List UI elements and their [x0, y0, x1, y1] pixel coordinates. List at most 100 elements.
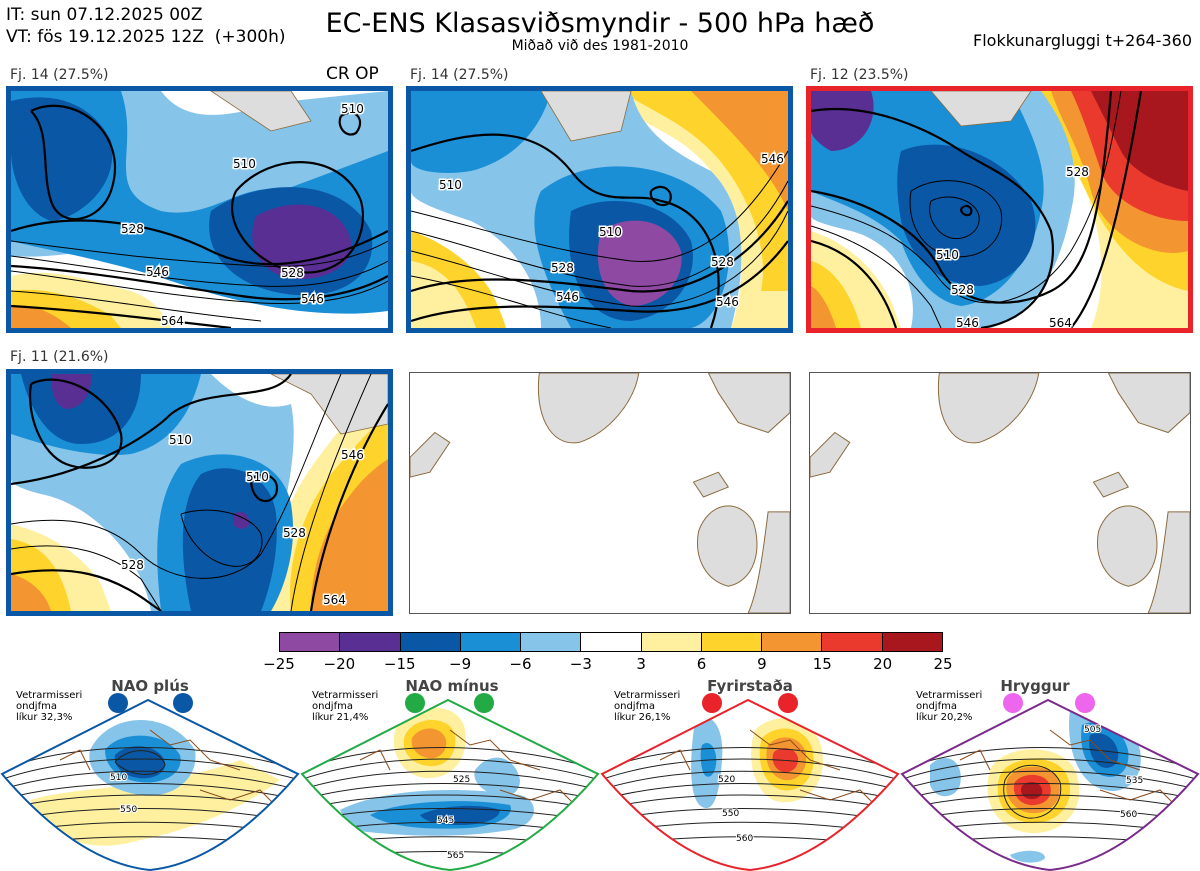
colorbar-tick-label: 9 [757, 655, 767, 673]
cluster-map-2-graphic: 510 510 528 546 528 546 546 [411, 91, 788, 328]
regime-1-title: NAO plús [111, 677, 189, 695]
basemap-outline [810, 373, 1190, 613]
regime-4-title: Hryggur [1000, 677, 1070, 695]
contour-label: 546 [761, 152, 784, 166]
regime-1-dot [173, 693, 193, 713]
panel-1-label: Fj. 14 (27.5%) [10, 67, 109, 83]
regime-2-graphic: 525 545 565 [300, 698, 600, 871]
panel-1-tag: CR OP [326, 64, 379, 84]
colorbar-tick-label: 6 [696, 655, 707, 673]
contour-label: 510 [169, 433, 192, 447]
colorbar-swatch [822, 633, 883, 651]
contour-label: 528 [121, 558, 144, 572]
colorbar-tick-label: −25 [263, 655, 295, 673]
regime-4-dot [1075, 693, 1095, 713]
colorbar-swatch [400, 633, 461, 651]
contour-label: 510 [233, 157, 256, 171]
page-subtitle: Miðað við des 1981-2010 [511, 38, 689, 54]
colorbar [279, 632, 943, 652]
colorbar-tick-label: −20 [323, 655, 356, 673]
regime-3-map[interactable]: 520 550 560 [600, 690, 900, 871]
colorbar-swatch [460, 633, 522, 651]
contour-label: 510 [936, 248, 959, 262]
contour-label: 510 [246, 470, 269, 484]
contour-label: 520 [718, 775, 735, 785]
contour-label: 546 [556, 290, 579, 304]
cluster-map-1[interactable]: 510 510 528 546 528 546 564 [6, 86, 393, 333]
probability: líkur 20,2% [916, 712, 973, 723]
regime-3-dot [778, 693, 798, 713]
contour-label: 528 [281, 266, 304, 280]
cluster-map-3-graphic: 510 528 546 528 564 [811, 91, 1188, 328]
contour-label: 550 [120, 805, 137, 815]
regime-4-graphic: 505 535 560 [900, 698, 1200, 871]
valid-time: VT: fös 19.12.2025 12Z (+300h) [6, 27, 286, 47]
contour-label: 528 [711, 255, 734, 269]
cluster-map-4[interactable]: 510 510 528 528 546 564 [6, 369, 393, 616]
regime-2-dot [474, 693, 494, 713]
contour-label: 546 [716, 295, 739, 309]
regime-1-graphic: 510 550 [0, 698, 300, 871]
contour-label: 528 [1066, 165, 1089, 179]
cluster-map-1-graphic: 510 510 528 546 528 546 564 [11, 91, 388, 328]
regime-3-graphic: 520 550 560 [600, 698, 900, 871]
empty-map-5 [409, 372, 791, 614]
season-label: Vetrarmisseri ondjfma [312, 690, 379, 712]
regime-3-stats: Vetrarmisseri ondjfma líkur 26,1% [614, 690, 680, 723]
probability: líkur 32,3% [16, 712, 73, 723]
colorbar-swatch [581, 633, 642, 651]
regime-1-map[interactable]: 510 550 [0, 690, 300, 871]
season-label: Vetrarmisseri ondjfma [614, 690, 681, 712]
contour-label: 528 [121, 222, 144, 236]
contour-label: 505 [1084, 725, 1101, 735]
colorbar-tick-label: 15 [812, 655, 832, 673]
colorbar-swatch [340, 633, 401, 651]
colorbar-swatch [521, 633, 582, 651]
contour-label: 528 [551, 261, 574, 275]
empty-map-6 [809, 372, 1191, 614]
colorbar-tick-label: 25 [933, 655, 953, 673]
cluster-map-3[interactable]: 510 528 546 528 564 [806, 86, 1193, 333]
cluster-map-4-graphic: 510 510 528 528 546 564 [11, 374, 388, 611]
contour-label: 564 [161, 314, 184, 328]
contour-label: 528 [951, 283, 974, 297]
season-label: Vetrarmisseri ondjfma [916, 690, 983, 712]
contour-label: 510 [439, 178, 462, 192]
contour-label: 545 [437, 816, 454, 826]
colorbar-tick-label: −15 [383, 655, 416, 673]
contour-label: 528 [283, 526, 306, 540]
probability: líkur 21,4% [312, 712, 369, 723]
season-label: Vetrarmisseri ondjfma [16, 690, 83, 712]
colorbar-tick-label: −9 [449, 655, 472, 673]
regime-3-title: Fyrirstaða [707, 677, 793, 695]
contour-label: 564 [1049, 316, 1072, 328]
contour-label: 546 [956, 316, 979, 328]
contour-label: 560 [1120, 810, 1137, 820]
regime-4-dot [1003, 693, 1023, 713]
regime-1-dot [108, 693, 128, 713]
colorbar-swatch [280, 633, 341, 651]
colorbar-tick-label: 3 [636, 655, 646, 673]
initial-time: IT: sun 07.12.2025 00Z [6, 5, 203, 25]
contour-label: 546 [146, 265, 169, 279]
contour-label: 535 [1126, 776, 1143, 786]
colorbar-tick-label: −6 [509, 655, 532, 673]
regime-2-map[interactable]: 525 545 565 [300, 690, 600, 871]
header-times: IT: sun 07.12.2025 00Z VT: fös 19.12.2025… [6, 4, 285, 48]
contour-label: 510 [110, 773, 127, 783]
regime-4-map[interactable]: 505 535 560 [900, 690, 1200, 871]
panel-2-label: Fj. 14 (27.5%) [410, 67, 509, 83]
page-title: EC-ENS Klasasviðsmyndir - 500 hPa hæð [325, 8, 875, 39]
basemap-outline [410, 373, 790, 613]
colorbar-swatch [762, 633, 823, 651]
colorbar-swatch [641, 633, 702, 651]
contour-label: 546 [301, 292, 324, 306]
contour-label: 525 [453, 775, 470, 785]
contour-label: 546 [341, 448, 364, 462]
regime-2-title: NAO mínus [405, 677, 499, 695]
cluster-map-2[interactable]: 510 510 528 546 528 546 546 [406, 86, 793, 333]
regime-3-dot [702, 693, 722, 713]
regime-4-stats: Vetrarmisseri ondjfma líkur 20,2% [916, 690, 982, 723]
contour-label: 550 [722, 809, 739, 819]
regime-2-dot [405, 693, 425, 713]
